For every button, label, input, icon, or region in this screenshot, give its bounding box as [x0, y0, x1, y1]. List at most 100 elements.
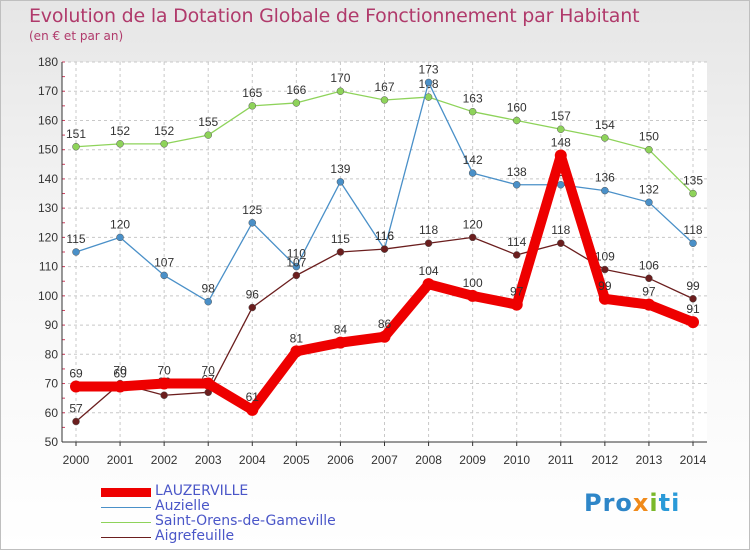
data-point-auzielle: [292, 262, 301, 271]
data-point-lauzerville: [378, 330, 391, 343]
data-point-aigrefeuille: [601, 265, 609, 274]
data-label-lauzerville: 70: [202, 364, 216, 378]
data-point-saint-orens-de-gameville: [248, 102, 257, 110]
data-label-saint-orens-de-gameville: 163: [463, 92, 483, 106]
data-point-aigrefeuille: [292, 271, 301, 280]
legend-item-saint-orens: Saint-Orens-de-Gameville: [101, 513, 421, 530]
data-label-saint-orens-de-gameville: 152: [110, 124, 130, 138]
data-label-saint-orens-de-gameville: 152: [154, 124, 174, 138]
y-tick-label: 110: [39, 260, 58, 274]
data-point-auzielle: [160, 271, 168, 280]
data-point-saint-orens-de-gameville: [468, 107, 477, 116]
data-point-saint-orens-de-gameville: [292, 99, 301, 107]
legend-label-auzielle: Auzielle: [155, 498, 210, 514]
data-point-aigrefeuille: [248, 303, 257, 312]
data-label-aigrefeuille: 70: [113, 364, 127, 378]
data-point-saint-orens-de-gameville: [160, 140, 168, 148]
data-label-saint-orens-de-gameville: 160: [507, 100, 527, 114]
data-point-lauzerville: [554, 149, 567, 162]
data-label-lauzerville: 86: [378, 317, 392, 331]
data-point-aigrefeuille: [645, 274, 653, 283]
data-point-lauzerville: [334, 336, 347, 349]
data-label-lauzerville: 81: [290, 331, 304, 345]
data-point-saint-orens-de-gameville: [72, 143, 80, 151]
data-point-saint-orens-de-gameville: [601, 134, 609, 142]
data-point-auzielle: [645, 198, 653, 207]
data-point-lauzerville: [290, 345, 303, 358]
x-tick-label: 2008: [415, 453, 442, 467]
data-label-aigrefeuille: 115: [331, 232, 350, 246]
y-tick-label: 140: [38, 172, 58, 186]
data-label-aigrefeuille: 118: [419, 223, 438, 237]
data-point-lauzerville: [70, 380, 82, 393]
data-point-aigrefeuille: [424, 239, 433, 247]
y-tick-label: 120: [38, 230, 58, 244]
legend-label-lauzerville: LAUZERVILLE: [155, 483, 249, 499]
data-label-lauzerville: 99: [598, 279, 612, 293]
data-label-saint-orens-de-gameville: 166: [286, 83, 306, 97]
legend-swatch-aigrefeuille: [101, 537, 151, 538]
data-point-lauzerville: [202, 377, 215, 390]
x-tick-label: 2011: [548, 453, 574, 467]
data-label-saint-orens-de-gameville: 165: [242, 86, 262, 100]
data-label-auzielle: 115: [66, 232, 85, 246]
data-label-lauzerville: 91: [686, 302, 700, 316]
x-tick-label: 2004: [239, 453, 266, 467]
data-label-auzielle: 139: [330, 162, 350, 176]
logo-part-1: Pro: [584, 489, 633, 517]
x-tick-label: 2003: [195, 453, 222, 467]
data-point-saint-orens-de-gameville: [380, 96, 389, 104]
data-point-saint-orens-de-gameville: [557, 125, 565, 133]
x-tick-label: 2007: [371, 453, 398, 467]
data-label-aigrefeuille: 57: [69, 402, 83, 416]
data-label-saint-orens-de-gameville: 135: [683, 174, 703, 188]
data-label-lauzerville: 104: [419, 264, 439, 278]
data-point-saint-orens-de-gameville: [336, 87, 345, 95]
data-label-auzielle: 120: [110, 217, 130, 231]
data-point-saint-orens-de-gameville: [204, 131, 212, 139]
data-point-lauzerville: [642, 298, 655, 311]
data-point-lauzerville: [246, 403, 259, 416]
data-point-saint-orens-de-gameville: [645, 145, 653, 154]
y-tick-label: 160: [38, 113, 58, 127]
data-point-aigrefeuille: [380, 245, 389, 253]
data-label-aigrefeuille: 109: [595, 250, 615, 264]
legend-swatch-saint-orens: [101, 522, 151, 523]
data-label-auzielle: 107: [154, 255, 174, 269]
y-tick-label: 60: [45, 406, 59, 420]
data-point-aigrefeuille: [72, 417, 80, 426]
data-label-lauzerville: 69: [69, 366, 83, 380]
y-tick-label: 50: [45, 435, 59, 449]
data-point-aigrefeuille: [336, 248, 345, 256]
data-label-aigrefeuille: 99: [686, 279, 700, 293]
data-point-lauzerville: [422, 278, 435, 291]
data-point-auzielle: [248, 219, 257, 227]
data-label-auzielle: 138: [507, 165, 527, 179]
data-label-aigrefeuille: 106: [639, 258, 659, 272]
data-point-saint-orens-de-gameville: [116, 140, 124, 148]
x-tick-label: 2005: [283, 453, 310, 467]
legend-label-saint-orens: Saint-Orens-de-Gameville: [155, 513, 336, 529]
legend-item-auzielle: Auzielle: [101, 498, 421, 515]
data-point-auzielle: [601, 186, 609, 195]
data-point-auzielle: [512, 181, 521, 189]
data-label-saint-orens-de-gameville: 151: [66, 127, 86, 141]
y-tick-label: 90: [45, 318, 59, 332]
x-tick-label: 2001: [107, 453, 134, 467]
data-point-aigrefeuille: [468, 233, 477, 242]
data-point-auzielle: [204, 297, 212, 306]
data-point-aigrefeuille: [512, 251, 521, 259]
data-point-aigrefeuille: [689, 295, 697, 303]
data-label-auzielle: 110: [287, 247, 306, 261]
data-point-lauzerville: [466, 289, 479, 302]
y-tick-label: 180: [38, 55, 58, 69]
legend-label-aigrefeuille: Aigrefeuille: [155, 528, 235, 544]
x-tick-label: 2002: [151, 453, 178, 467]
legend-swatch-auzielle: [101, 507, 151, 508]
legend-item-lauzerville: LAUZERVILLE: [101, 483, 421, 500]
y-tick-label: 170: [38, 84, 58, 98]
x-tick-label: 2009: [459, 453, 486, 467]
data-label-lauzerville: 84: [334, 323, 348, 337]
